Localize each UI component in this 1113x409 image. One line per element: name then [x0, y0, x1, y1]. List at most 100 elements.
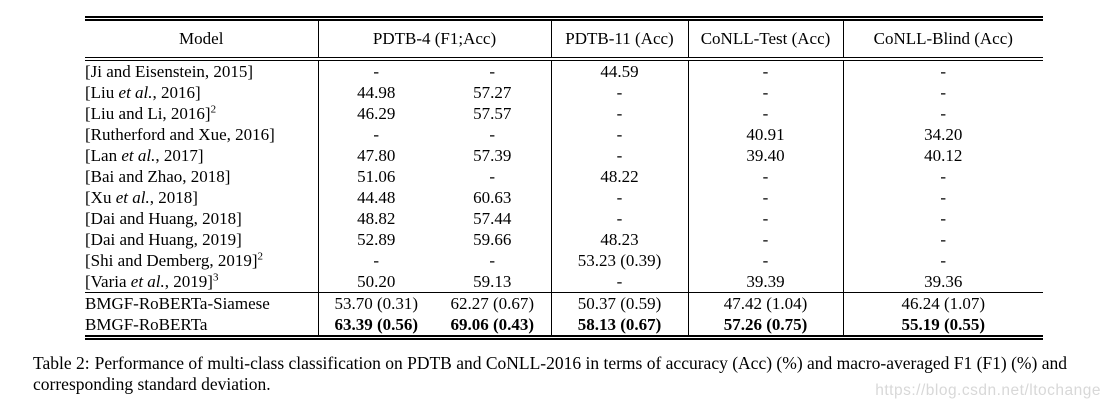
model-name-part: [Liu and Li, 2016] — [85, 104, 211, 123]
model-name-part: [Varia — [85, 272, 131, 291]
table-row: BMGF-RoBERTa 63.39 (0.56) 69.06 (0.43) 5… — [85, 314, 1044, 340]
model-name: [Ji and Eisenstein, 2015] — [85, 62, 253, 81]
model-name: [Varia et al., 2019]3 — [85, 272, 218, 291]
model-name-part: [Bai and Zhao, 2018] — [85, 167, 231, 186]
pdtb4-acc-cell: - — [434, 250, 552, 271]
pdtb4-acc-cell: 60.63 — [434, 187, 552, 208]
model-cell: [Xu et al., 2018] — [85, 187, 319, 208]
table-row: BMGF-RoBERTa-Siamese 53.70 (0.31) 62.27 … — [85, 292, 1044, 314]
conll-blind-cell: - — [940, 167, 947, 186]
conll-test-cell: - — [688, 82, 844, 103]
model-cell: [Liu and Li, 2016]2 — [85, 103, 319, 124]
table-row: [Dai and Huang, 2018] 48.82 57.44 - - - — [85, 208, 1043, 229]
table-row: [Liu and Li, 2016]2 46.29 57.57 - - - — [85, 103, 1043, 124]
model-name-part: , 2018] — [149, 188, 198, 207]
model-name: [Bai and Zhao, 2018] — [85, 167, 230, 186]
conll-test-cell: 40.91 — [688, 124, 844, 145]
pdtb11-cell: - — [551, 271, 689, 293]
pdtb4-f1-cell: - — [373, 62, 380, 81]
conll-blind-cell: - — [940, 188, 947, 207]
conll-test-cell: 47.42 (1.04) — [688, 292, 844, 314]
pdtb4-acc-cell: 57.27 — [434, 82, 552, 103]
conll-blind-cell: 40.12 — [924, 146, 963, 165]
model-etal: et al. — [121, 146, 156, 165]
model-cell: BMGF-RoBERTa-Siamese — [85, 292, 319, 314]
table-caption: Table 2: Performance of multi-class class… — [33, 353, 1095, 395]
conll-test-cell: - — [688, 59, 844, 82]
column-header-conll-blind: CoNLL-Blind (Acc) — [843, 16, 1044, 61]
footnote-marker: 2 — [210, 103, 217, 116]
model-name: [Shi and Demberg, 2019]2 — [85, 251, 263, 270]
pdtb4-f1-cell: 47.80 — [357, 146, 396, 165]
table-row: [Liu et al., 2016] 44.98 57.27 - - - — [85, 82, 1043, 103]
pdtb4-f1-cell: - — [373, 251, 380, 270]
model-etal: et al. — [130, 272, 165, 291]
table-row: [Xu et al., 2018] 44.48 60.63 - - - — [85, 187, 1043, 208]
model-cell: BMGF-RoBERTa — [85, 314, 319, 340]
pdtb4-f1-cell: 52.89 — [357, 230, 396, 249]
conll-test-cell: 39.40 — [688, 145, 844, 166]
table-row: [Shi and Demberg, 2019]2 - - 53.23 (0.39… — [85, 250, 1043, 271]
results-table: Model PDTB-4 (F1;Acc) PDTB-11 (Acc) CoNL… — [85, 16, 1044, 340]
model-name: BMGF-RoBERTa-Siamese — [85, 294, 270, 313]
model-name-part: [Shi and Demberg, 2019] — [85, 251, 258, 270]
conll-test-cell: 39.39 — [688, 271, 844, 293]
pdtb11-cell: 50.37 (0.59) — [551, 292, 689, 314]
conll-blind-cell: - — [940, 104, 947, 123]
pdtb11-cell: - — [551, 208, 689, 229]
model-cell: [Dai and Huang, 2019] — [85, 229, 319, 250]
pdtb4-f1-cell: 44.98 — [357, 83, 396, 102]
table-header: Model PDTB-4 (F1;Acc) PDTB-11 (Acc) CoNL… — [85, 16, 1044, 61]
table-body: [Ji and Eisenstein, 2015] - - 44.59 - - … — [85, 59, 1044, 340]
model-name-part: , 2017] — [155, 146, 204, 165]
pdtb11-cell: 48.23 — [551, 229, 689, 250]
conll-blind-cell: - — [940, 230, 947, 249]
pdtb4-acc-cell: 57.44 — [434, 208, 552, 229]
model-cell: [Ji and Eisenstein, 2015] — [85, 59, 319, 82]
watermark: https://blog.csdn.net/ltochange — [875, 382, 1101, 399]
table-row: [Varia et al., 2019]3 50.20 59.13 - 39.3… — [85, 271, 1043, 293]
model-name-part: [Ji and Eisenstein, 2015] — [85, 62, 254, 81]
model-name: [Liu et al., 2016] — [85, 83, 201, 102]
model-name: [Xu et al., 2018] — [85, 188, 198, 207]
model-name-part: BMGF-RoBERTa — [85, 315, 208, 334]
pdtb4-acc-cell: 69.06 (0.43) — [434, 314, 552, 340]
pdtb4-acc-cell: 57.39 — [434, 145, 552, 166]
model-name: [Liu and Li, 2016]2 — [85, 104, 216, 123]
model-cell: [Lan et al., 2017] — [85, 145, 319, 166]
model-name-part: [Dai and Huang, 2018] — [85, 209, 242, 228]
model-cell: [Rutherford and Xue, 2016] — [85, 124, 319, 145]
pdtb4-acc-cell: 57.57 — [434, 103, 552, 124]
column-header-conll-test: CoNLL-Test (Acc) — [688, 16, 844, 61]
pdtb4-f1-cell: 50.20 — [357, 272, 396, 291]
model-name: [Dai and Huang, 2019] — [85, 230, 242, 249]
conll-test-cell: 57.26 (0.75) — [688, 314, 844, 340]
pdtb4-acc-cell: 62.27 (0.67) — [434, 292, 552, 314]
model-name: [Lan et al., 2017] — [85, 146, 204, 165]
conll-blind-cell: 39.36 — [924, 272, 963, 291]
column-header-pdtb11: PDTB-11 (Acc) — [551, 16, 689, 61]
model-name-part: [Rutherford and Xue, 2016] — [85, 125, 275, 144]
conll-test-cell: - — [688, 166, 844, 187]
pdtb4-acc-cell: 59.66 — [434, 229, 552, 250]
model-name-part: [Dai and Huang, 2019] — [85, 230, 242, 249]
table-row: [Ji and Eisenstein, 2015] - - 44.59 - - — [85, 59, 1043, 82]
table-row: [Bai and Zhao, 2018] 51.06 - 48.22 - - — [85, 166, 1043, 187]
pdtb4-acc-cell: - — [434, 166, 552, 187]
conll-test-cell: - — [688, 250, 844, 271]
model-name: [Rutherford and Xue, 2016] — [85, 125, 275, 144]
pdtb11-cell: 58.13 (0.67) — [551, 314, 689, 340]
model-etal: et al. — [115, 188, 150, 207]
table-row: [Dai and Huang, 2019] 52.89 59.66 48.23 … — [85, 229, 1043, 250]
pdtb11-cell: - — [551, 145, 689, 166]
model-name-part: BMGF-RoBERTa-Siamese — [85, 294, 270, 313]
conll-test-cell: - — [688, 208, 844, 229]
footnote-marker: 3 — [212, 271, 219, 284]
pdtb4-acc-cell: - — [434, 59, 552, 82]
pdtb4-f1-cell: 53.70 (0.31) — [318, 292, 434, 314]
model-etal: et al. — [118, 83, 153, 102]
pdtb11-cell: 44.59 — [551, 59, 689, 82]
model-cell: [Varia et al., 2019]3 — [85, 271, 319, 293]
pdtb11-cell: - — [551, 82, 689, 103]
